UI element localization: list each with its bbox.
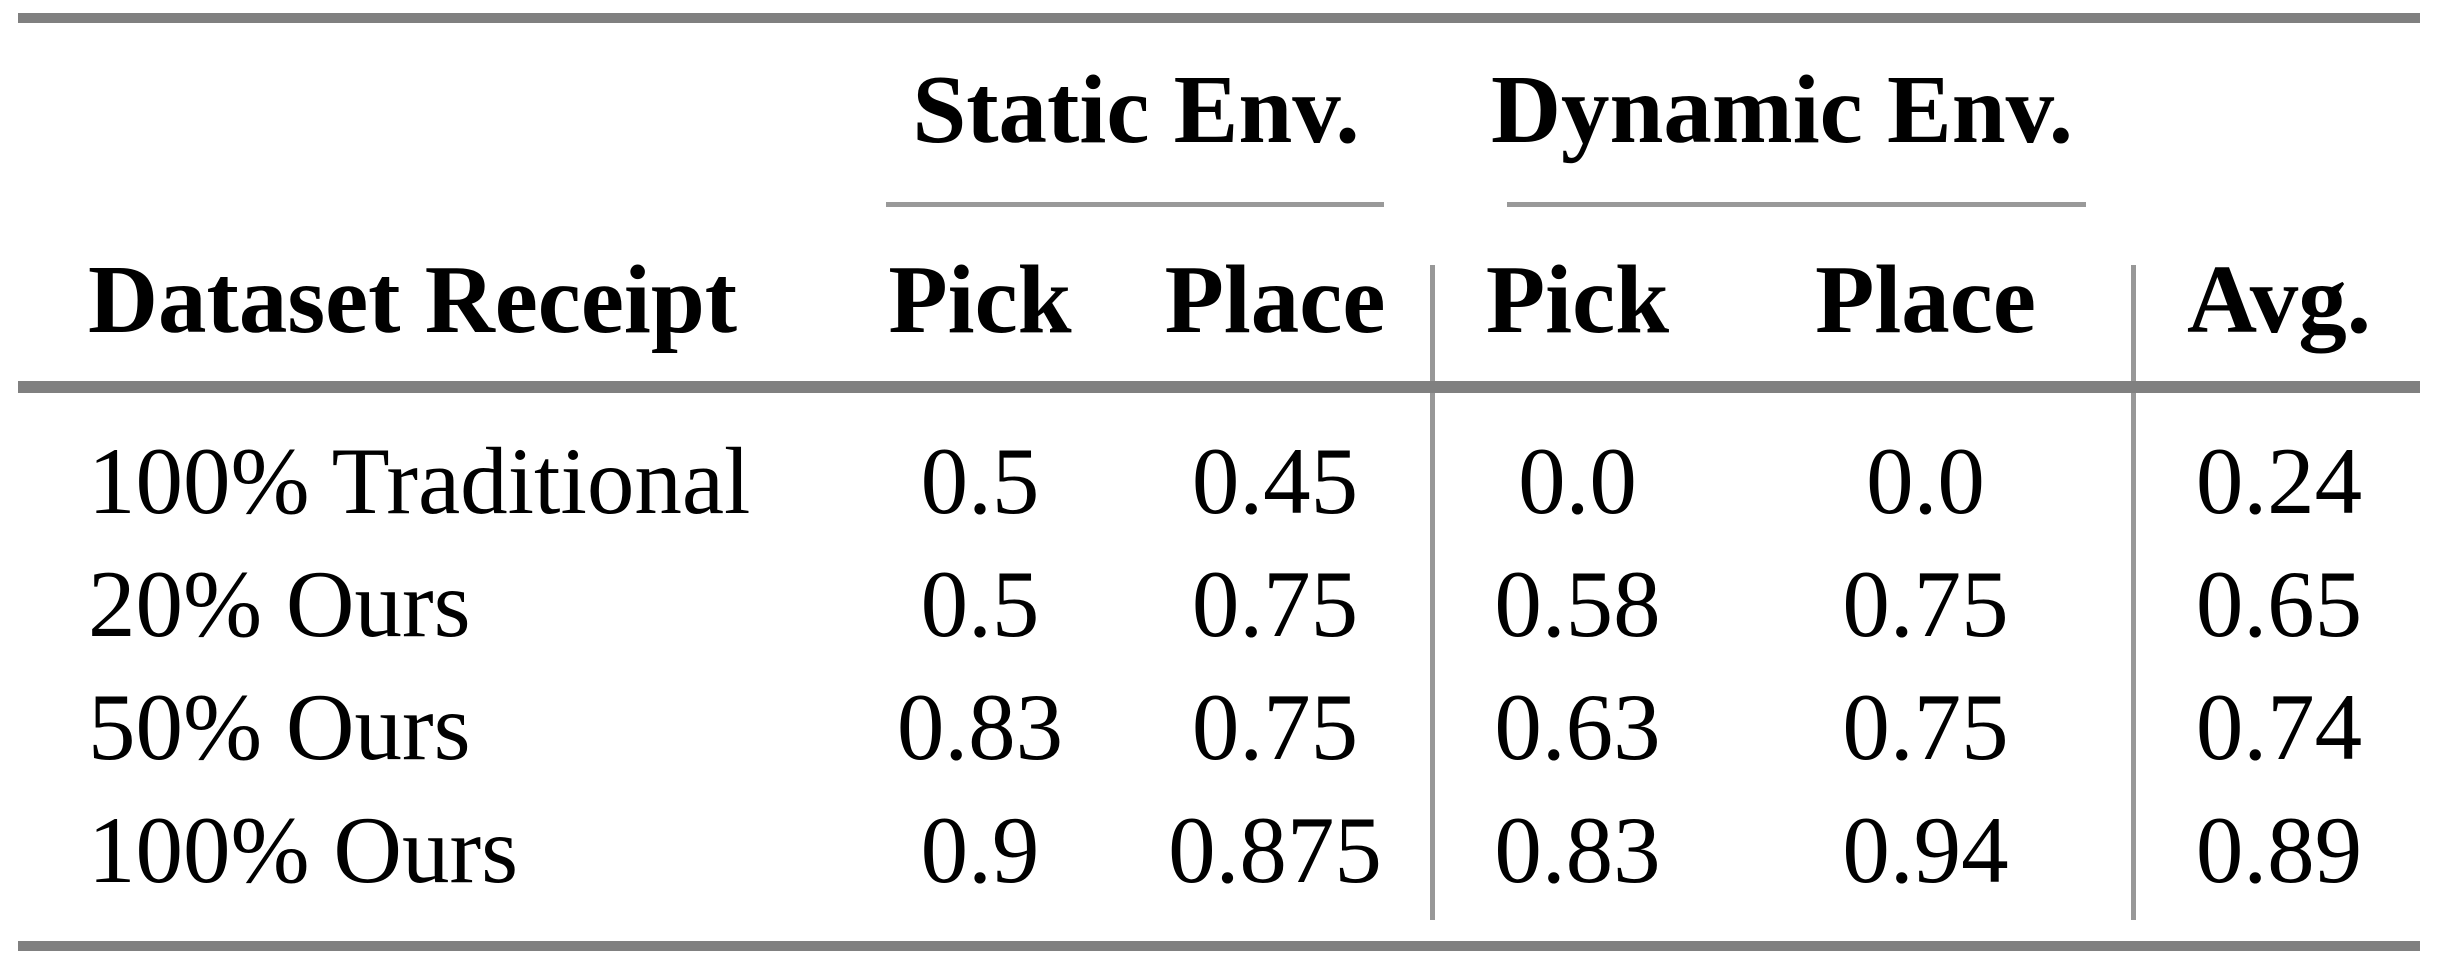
table-cell: 0.24 (2195, 428, 2363, 534)
table-cell: 0.58 (1494, 551, 1661, 657)
group-header-dynamic-env: Dynamic Env. (1490, 56, 2074, 163)
table-cell: 0.83 (1494, 797, 1661, 903)
table-cell: 0.9 (920, 797, 1040, 903)
avg-separator (2131, 393, 2136, 920)
column-header-avg: Avg. (2186, 246, 2372, 353)
static-dynamic-separator (1430, 265, 1435, 381)
table-cell: 0.5 (920, 551, 1040, 657)
table-bottom-rule (18, 941, 2420, 951)
table-cell: 0.75 (1191, 551, 1359, 657)
table-cell: 0.83 (896, 674, 1064, 780)
table-cell: 0.94 (1842, 797, 2009, 903)
table-cell: 0.0 (1518, 428, 1637, 534)
table-top-rule (18, 13, 2420, 23)
table-cell: 0.75 (1842, 551, 2009, 657)
column-header-dynamic-place: Place (1815, 246, 2036, 353)
table-cell: 0.5 (920, 428, 1040, 534)
group-header-static-env: Static Env. (912, 56, 1360, 163)
row-label: 100% Ours (88, 797, 519, 903)
dynamic-env-underline (1507, 202, 2086, 207)
table-cell: 0.75 (1842, 674, 2009, 780)
table-header-rule (18, 381, 2420, 393)
row-label: 20% Ours (88, 551, 471, 657)
table-cell: 0.875 (1168, 797, 1382, 903)
row-label: 100% Traditional (88, 428, 751, 534)
static-dynamic-separator (1430, 393, 1435, 920)
row-label: 50% Ours (88, 674, 471, 780)
table-cell: 0.74 (2195, 674, 2363, 780)
column-header-static-place: Place (1164, 246, 1386, 353)
column-header-dataset-receipt: Dataset Receipt (88, 246, 738, 353)
column-header-dynamic-pick: Pick (1485, 246, 1670, 353)
table-cell: 0.0 (1866, 428, 1985, 534)
table-cell: 0.75 (1191, 674, 1359, 780)
table-cell: 0.45 (1191, 428, 1359, 534)
avg-separator (2131, 265, 2136, 381)
table-cell: 0.65 (2195, 551, 2363, 657)
table-cell: 0.89 (2195, 797, 2363, 903)
static-env-underline (886, 202, 1384, 207)
column-header-static-pick: Pick (888, 246, 1072, 353)
table-cell: 0.63 (1494, 674, 1661, 780)
